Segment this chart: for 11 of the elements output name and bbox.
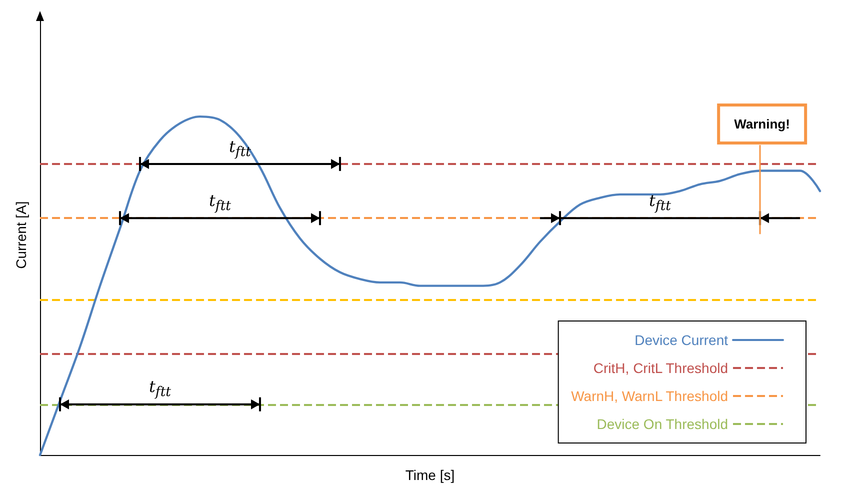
legend-label: CritH, CritL Threshold (593, 360, 728, 376)
annotation: t$_{ftt}$ (148, 377, 172, 400)
legend-label: WarnH, WarnL Threshold (571, 388, 728, 404)
annotation: t$_{ftt}$ (648, 190, 672, 214)
legend-label: Device On Threshold (596, 416, 728, 432)
annotation: t$_{ftt}$ (208, 190, 232, 214)
y-axis-title: Current [A] (13, 201, 29, 269)
annotation: Warning! (717, 104, 807, 144)
annotation: t$_{ftt}$ (228, 136, 252, 160)
legend-label: Device Current (634, 332, 728, 348)
x-axis-title: Time [s] (405, 467, 455, 483)
